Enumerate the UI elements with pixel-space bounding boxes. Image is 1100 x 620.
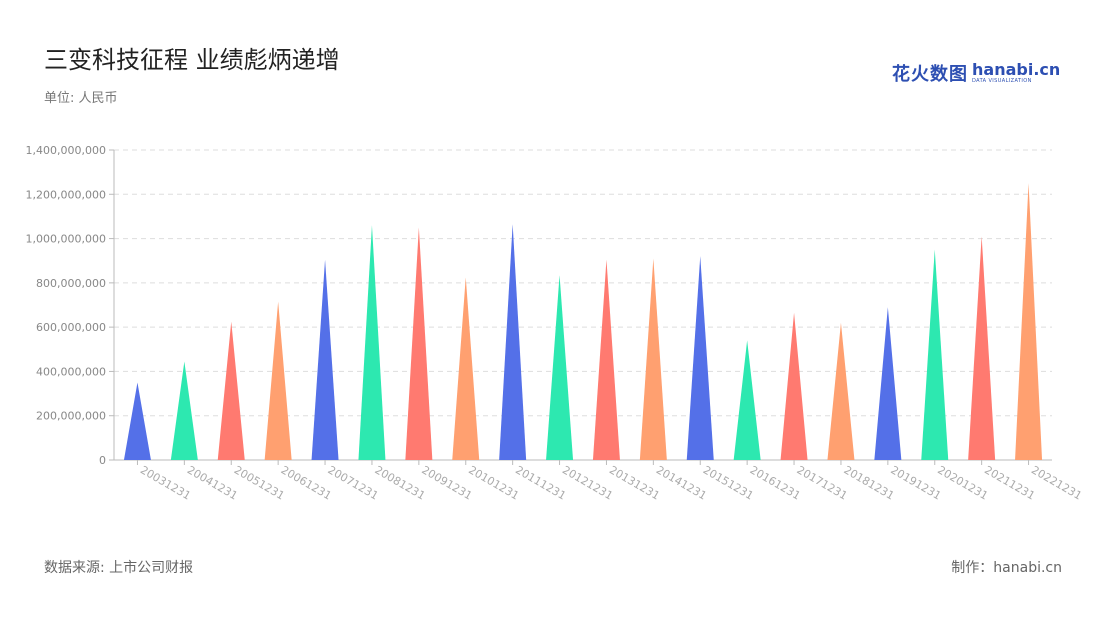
x-tick-label: 20221231 xyxy=(1029,463,1084,502)
data-source: 数据来源: 上市公司财报 xyxy=(44,560,194,576)
bar-mark xyxy=(217,321,245,460)
bar-mark xyxy=(921,249,949,460)
bar-mark xyxy=(827,322,855,460)
x-tick-label: 20101231 xyxy=(466,463,521,502)
x-tick-label: 20141231 xyxy=(654,463,709,502)
y-tick-label: 1,200,000,000 xyxy=(26,188,106,201)
bar-mark xyxy=(264,301,292,460)
bar-mark xyxy=(733,340,761,460)
y-tick-label: 1,000,000,000 xyxy=(26,233,106,246)
x-tick-label: 20071231 xyxy=(326,463,381,502)
bar-mark xyxy=(546,275,574,460)
bar-mark xyxy=(686,256,714,460)
bar-mark xyxy=(968,236,996,460)
chart-title: 三变科技征程 业绩彪炳递增 xyxy=(44,46,340,74)
x-tick-label: 20211231 xyxy=(982,463,1037,502)
brand-name-en-group: hanabi.cn DATA VISUALIZATION xyxy=(972,62,1060,84)
y-tick-label: 800,000,000 xyxy=(36,277,106,290)
bar-mark xyxy=(405,227,433,460)
y-tick-label: 600,000,000 xyxy=(36,321,106,334)
bar-mark xyxy=(311,259,339,460)
x-tick-label: 20171231 xyxy=(795,463,850,502)
x-tick-label: 20161231 xyxy=(748,463,803,502)
bar-mark xyxy=(170,361,198,460)
bar-mark xyxy=(123,382,151,460)
bar-mark xyxy=(780,312,808,460)
y-tick-label: 1,400,000,000 xyxy=(26,144,106,157)
brand-logo: 花火数图 hanabi.cn DATA VISUALIZATION xyxy=(892,58,1060,88)
brand-name-cn: 花火数图 xyxy=(892,64,968,85)
x-tick-label: 20061231 xyxy=(279,463,334,502)
x-tick-label: 20151231 xyxy=(701,463,756,502)
x-tick-label: 20051231 xyxy=(232,463,287,502)
x-tick-label: 20041231 xyxy=(185,463,240,502)
bar-mark xyxy=(358,225,386,460)
bar-mark xyxy=(1015,183,1043,460)
x-tick-label: 20111231 xyxy=(513,463,568,502)
x-tick-label: 20201231 xyxy=(935,463,990,502)
bar-mark xyxy=(452,277,480,460)
x-tick-label: 20031231 xyxy=(138,463,193,502)
x-tick-label: 20081231 xyxy=(372,463,427,502)
x-tick-label: 20181231 xyxy=(841,463,896,502)
x-tick-label: 20131231 xyxy=(607,463,662,502)
brand-name-en: hanabi.cn xyxy=(972,60,1061,79)
bar-mark xyxy=(592,259,620,460)
x-tick-label: 20191231 xyxy=(888,463,943,502)
y-tick-label: 200,000,000 xyxy=(36,410,106,423)
bar-mark xyxy=(499,224,527,460)
x-tick-label: 20121231 xyxy=(560,463,615,502)
brand-tagline: DATA VISUALIZATION xyxy=(972,78,1032,84)
bar-mark xyxy=(874,307,902,460)
y-tick-label: 400,000,000 xyxy=(36,365,106,378)
credit-text: 制作：hanabi.cn xyxy=(951,560,1062,576)
y-tick-label: 0 xyxy=(99,454,106,467)
x-tick-label: 20091231 xyxy=(419,463,474,502)
bar-mark xyxy=(639,258,667,460)
unit-label: 单位: 人民币 xyxy=(44,91,118,106)
